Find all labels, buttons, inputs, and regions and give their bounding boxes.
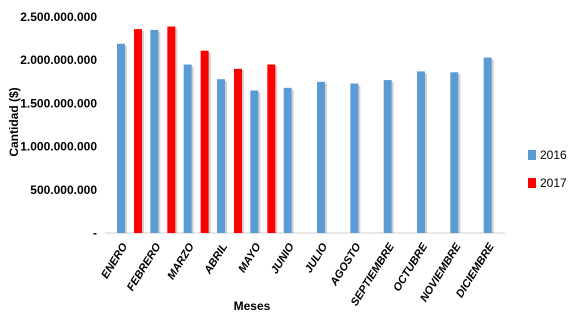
bar-2016-abril — [217, 79, 225, 233]
bar-2016-septiembre — [383, 80, 392, 234]
x-tick-label: FEBRERO — [125, 241, 164, 293]
legend-label-2016: 2016 — [540, 148, 567, 162]
y-tick-label: 2.500.000.000 — [20, 10, 97, 24]
bar-shadow — [142, 31, 144, 233]
y-tick-label: 1.500.000.000 — [20, 96, 97, 110]
x-tick-label: MARZO — [165, 241, 197, 282]
x-tick-label: AGOSTO — [328, 241, 364, 289]
bar-shadow — [158, 31, 161, 234]
bar-shadow — [391, 82, 394, 234]
bar-shadow — [491, 59, 494, 233]
bar-shadow — [242, 70, 244, 233]
x-tick-label: JULIO — [303, 241, 331, 275]
bar-2017-marzo — [200, 50, 209, 233]
legend-swatch-2016 — [528, 150, 536, 160]
bar-shadow — [425, 73, 427, 233]
bar-2016-junio — [283, 87, 292, 234]
x-tick-label: ABRIL — [202, 241, 231, 277]
y-axis-ticks: - 500.000.000 1.000.000.000 1.500.000.000 2.… — [20, 10, 97, 240]
bar-shadow — [258, 92, 261, 233]
bar-2016-octubre — [417, 71, 425, 233]
bar-2017-febrero — [167, 26, 176, 234]
bar-2016-diciembre — [483, 57, 492, 233]
y-tick-label: 1.000.000.000 — [20, 140, 97, 154]
bar-2016-febrero — [150, 29, 159, 234]
legend-label-2017: 2017 — [540, 176, 567, 190]
x-tick-label: ENERO — [99, 241, 130, 281]
bar-2016-julio — [317, 81, 325, 233]
y-axis-title: Cantidad ($) — [7, 87, 21, 156]
bar-2016-enero — [117, 43, 125, 234]
bar-2016-marzo — [183, 64, 192, 234]
bar-2017-abril — [234, 68, 242, 233]
bar-shadow — [291, 89, 294, 234]
bar-shadow — [208, 52, 211, 233]
legend-swatch-2017 — [528, 178, 536, 188]
bar-2016-mayo — [250, 90, 259, 233]
bar-shadow — [175, 28, 178, 234]
bar-shadow — [275, 66, 278, 234]
bar-2017-mayo — [267, 64, 276, 234]
bar-2016-agosto — [350, 83, 359, 233]
bar-shadow — [225, 81, 227, 233]
bar-shadow — [458, 74, 461, 234]
bar-shadow — [325, 83, 327, 233]
bar-2017-enero — [134, 29, 142, 233]
y-tick-label: - — [93, 226, 97, 240]
bar-shadow — [125, 45, 127, 234]
bars-group — [117, 26, 494, 234]
y-tick-label: 500.000.000 — [30, 183, 97, 197]
x-tick-label: MAYO — [236, 241, 263, 275]
bar-shadow — [191, 66, 194, 234]
x-axis-title: Meses — [234, 299, 271, 313]
bar-shadow — [358, 85, 361, 233]
legend: 2016 2017 — [528, 148, 567, 190]
x-tick-label: JUNIO — [269, 241, 297, 276]
bar-2016-noviembre — [450, 72, 459, 234]
y-tick-label: 2.000.000.000 — [20, 53, 97, 67]
